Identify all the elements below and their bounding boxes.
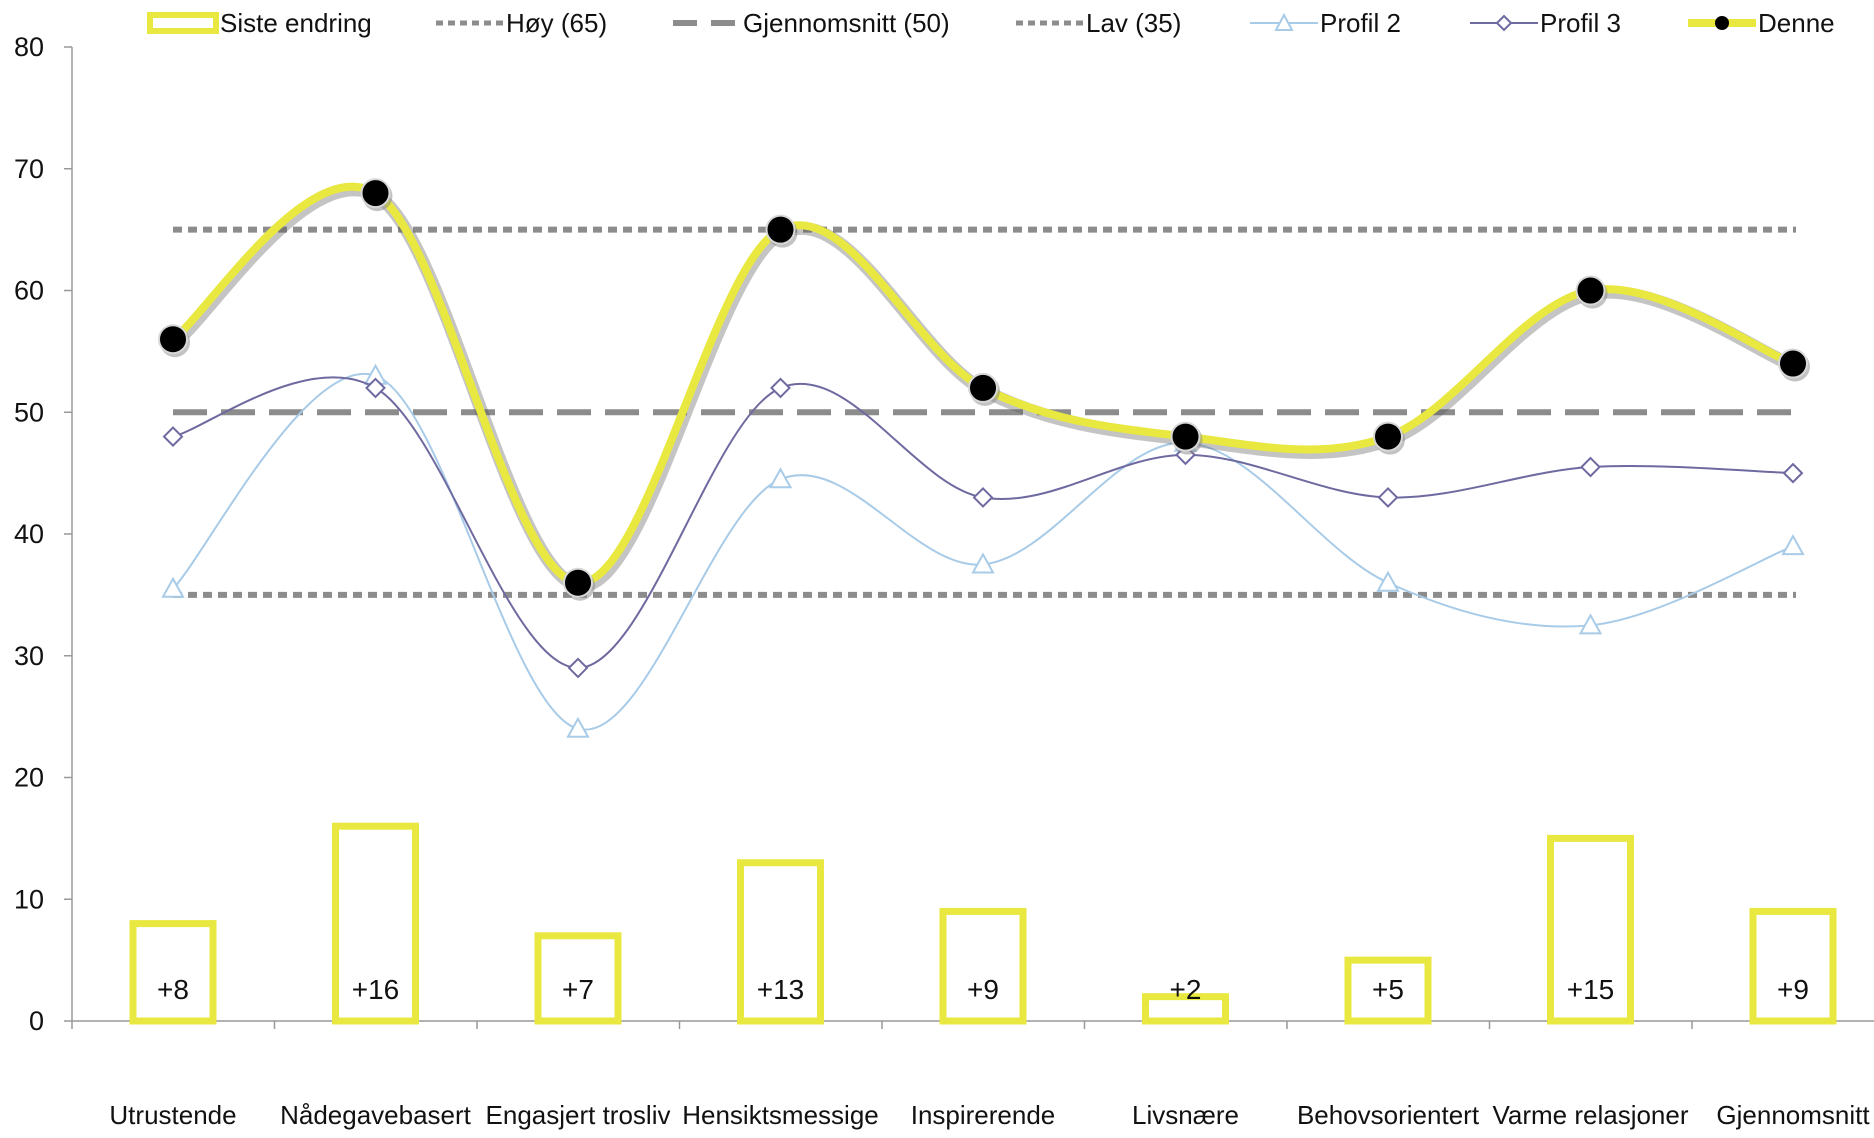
point-profil-2-gjennomsnitt [1781,534,1805,556]
y-tick-label: 10 [14,884,44,914]
legend: Siste endring Høy (65) Gjennomsnitt (50) La… [147,8,1835,38]
bar-nådegavebasert [332,822,419,1025]
point-denne-nådegavebasert [360,178,391,209]
y-tick-label: 80 [14,32,44,62]
series-line-profil-2 [172,372,1794,731]
category-label-engasjert-trosliv: Engasjert trosliv [486,1100,671,1130]
bar-label-gjennomsnitt: +9 [1777,974,1809,1005]
legend-label: Høy (65) [506,8,607,38]
series-line-denne [170,182,1795,587]
point-denne-utrustende [158,324,188,355]
category-label-livsnære: Livsnære [1132,1100,1239,1130]
point-profil-2-utrustende [161,576,185,598]
series-denne [158,178,1810,601]
category-label-varme-relasjoner: Varme relasjoner [1492,1100,1688,1130]
point-profil-2-behovsorientert [1376,570,1400,592]
legend-marker [1274,12,1294,31]
category-label-behovsorientert: Behovsorientert [1297,1100,1480,1130]
point-profil-2-engasjert-trosliv [566,716,590,738]
y-tick-label: 30 [14,641,44,671]
point-denne-gjennomsnitt [1778,348,1808,379]
point-denne-inspirerende [968,372,998,403]
point-profil-3-varme-relasjoner [1580,456,1601,478]
y-tick-label: 40 [14,519,44,549]
y-tick-label: 0 [29,1006,44,1036]
legend-item-gjennomsnitt-50: Gjennomsnitt (50) [673,8,950,38]
legend-label: Lav (35) [1086,8,1181,38]
point-profil-3-engasjert-trosliv [567,657,589,679]
legend-item-høy-65: Høy (65) [436,8,607,38]
y-tick-label: 20 [14,763,44,793]
bars-siste-endring: +8 +16 +7 +13 +9 +2 +5 +15 +9 [129,822,1837,1025]
series-profil-2 [161,363,1805,738]
point-profil-3-gjennomsnitt [1782,462,1804,484]
series-profil-3 [162,376,1804,679]
point-profil-2-varme-relasjoner [1578,613,1603,635]
bar-label-nådegavebasert: +16 [352,974,400,1005]
legend-marker [1495,14,1513,32]
legend-item-lav-35: Lav (35) [1016,8,1181,38]
bar-label-varme-relasjoner: +15 [1567,974,1615,1005]
legend-label: Profil 2 [1320,8,1401,38]
bar-hensiktsmessige [737,859,824,1025]
series-lines [158,178,1810,738]
point-denne-behovsorientert [1373,421,1403,452]
bar-label-hensiktsmessige: +13 [757,974,805,1005]
legend-label: Denne [1758,8,1835,38]
legend-item-denne: Denne [1688,8,1835,38]
point-profil-3-behovsorientert [1377,487,1399,508]
legend-label: Gjennomsnitt (50) [743,8,950,38]
legend-item-profil-3: Profil 3 [1470,8,1621,38]
bar-varme-relasjoner [1547,834,1634,1025]
bar-livsnære [1142,993,1229,1025]
category-label-nådegavebasert: Nådegavebasert [280,1100,472,1130]
bar-label-engasjert-trosliv: +7 [562,974,594,1005]
bar-engasjert-trosliv [534,932,622,1025]
bar-label-utrustende: +8 [157,974,189,1005]
point-denne-livsnære [1170,421,1201,452]
category-label-gjennomsnitt: Gjennomsnitt [1716,1100,1870,1130]
legend-label: Profil 3 [1540,8,1621,38]
point-denne-hensiktsmessige [765,214,796,245]
category-label-inspirerende: Inspirerende [911,1100,1056,1130]
legend-swatch [147,12,219,34]
point-profil-3-hensiktsmessige [770,377,791,399]
category-label-hensiktsmessige: Hensiktsmessige [682,1100,879,1130]
y-tick-label: 50 [14,397,44,427]
reference-lines [173,226,1796,598]
legend-label: Siste endring [220,8,372,38]
legend-item-profil-2: Profil 2 [1250,8,1401,38]
point-denne-varme-relasjoner [1575,275,1606,306]
point-profil-2-hensiktsmessige [768,467,793,489]
bar-inspirerende [939,907,1027,1025]
bar-utrustende [129,920,217,1025]
bar-label-behovsorientert: +5 [1372,974,1404,1005]
point-denne-engasjert-trosliv [563,567,593,598]
bar-label-livsnære: +2 [1170,974,1202,1005]
series-line-profil-3 [172,376,1794,669]
bar-behovsorientert [1344,956,1432,1025]
bar-gjennomsnitt [1749,907,1837,1025]
y-tick-label: 60 [14,276,44,306]
axes: 0 10 20 30 40 50 60 70 80 Utrustende Nådegavebaser… [14,32,1874,1130]
point-profil-3-utrustende [162,426,184,448]
point-profil-2-inspirerende [971,552,995,574]
legend-item-siste-endring: Siste endring [147,8,372,38]
y-tick-label: 70 [14,154,44,184]
bar-label-inspirerende: +9 [967,974,999,1005]
category-label-utrustende: Utrustende [109,1100,236,1130]
point-profil-3-nådegavebasert [365,377,386,399]
point-profil-3-inspirerende [972,487,994,508]
legend-marker [1715,16,1729,30]
